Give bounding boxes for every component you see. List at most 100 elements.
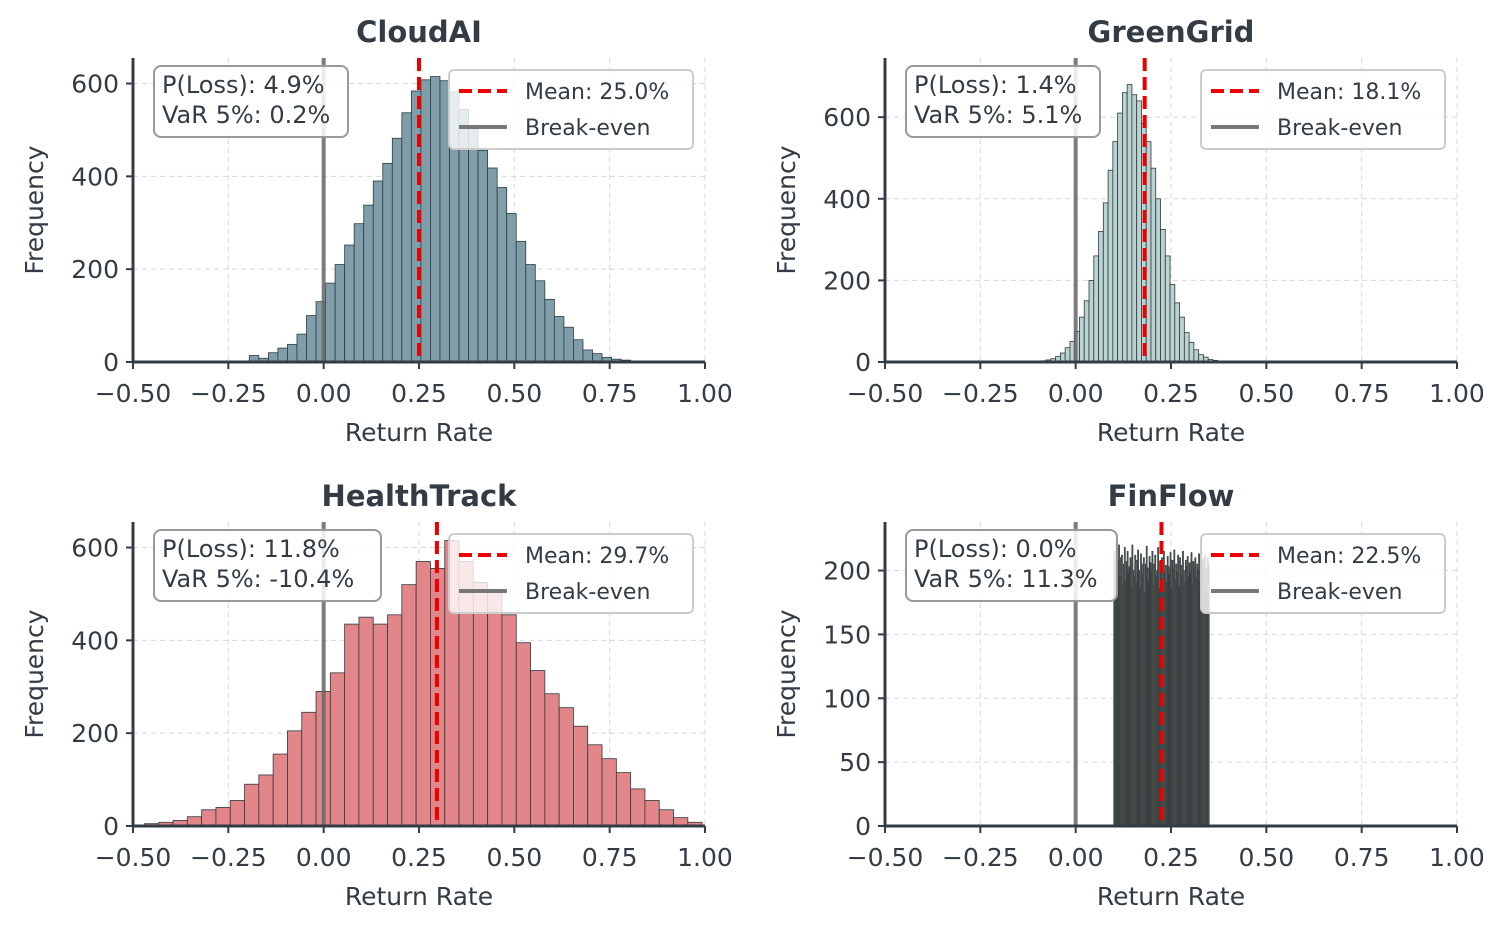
histogram-bar: [229, 800, 245, 827]
histogram-bar: [296, 333, 307, 363]
y-tick-label: 400: [71, 162, 119, 191]
y-tick-label: 400: [823, 185, 871, 214]
x-axis-label: Return Rate: [345, 882, 493, 911]
histogram-bar: [301, 711, 317, 827]
var-text: VaR 5%: 11.3%: [914, 565, 1098, 593]
stats-box-frame: [905, 529, 1118, 602]
legend-break-even-label: Break-even: [525, 116, 650, 141]
x-tick-label: 0.50: [486, 843, 542, 872]
legend: Mean: 29.7% Break-even: [448, 533, 694, 614]
x-tick-label: −0.50: [847, 843, 924, 872]
histogram-bar: [258, 774, 274, 827]
x-tick-label: 0.75: [1334, 379, 1390, 408]
histogram-bar: [515, 642, 531, 827]
x-axis-label: Return Rate: [1097, 882, 1245, 911]
x-tick-label: 1.00: [677, 843, 733, 872]
histogram-bar: [1083, 300, 1090, 363]
histogram-bar: [587, 744, 603, 827]
histogram-bar: [582, 349, 593, 363]
y-tick-label: 600: [71, 70, 119, 99]
y-tick-label: 100: [823, 684, 871, 713]
y-tick-label: 600: [71, 534, 119, 563]
histogram-bar: [534, 280, 546, 363]
chart-title: HealthTrack: [322, 479, 518, 513]
histogram-bar: [391, 137, 403, 363]
histogram-bar: [1160, 228, 1166, 363]
histogram-bar: [501, 614, 517, 827]
histogram-bar: [544, 298, 555, 363]
legend-frame: [1200, 533, 1446, 614]
x-tick-label: 0.00: [296, 843, 352, 872]
y-tick-label: 200: [71, 255, 119, 284]
y-tick-label: 400: [71, 626, 119, 655]
histogram-bar: [1155, 198, 1161, 363]
x-tick-label: 0.75: [582, 379, 638, 408]
histogram-bar: [387, 614, 403, 827]
y-axis-label: Frequency: [20, 145, 49, 274]
histogram-bar: [287, 730, 303, 827]
y-tick-label: 0: [855, 812, 871, 841]
p-loss-text: P(Loss): 11.8%: [162, 535, 340, 563]
var-text: VaR 5%: -10.4%: [162, 565, 354, 593]
subplot-finflow: −0.50 −0.25 0.00 0.25 0.50 0.75 1.00 0 50 100 150 2…: [772, 479, 1485, 911]
histogram-bar: [630, 788, 646, 827]
histogram-bar: [1102, 202, 1109, 363]
histogram-bar: [415, 561, 431, 827]
histogram-bar: [1145, 141, 1152, 363]
histogram-bar: [344, 623, 360, 827]
histogram-bar: [344, 244, 355, 363]
x-tick-label: −0.50: [95, 379, 172, 408]
subplot-healthtrack: −0.50 −0.25 0.00 0.25 0.50 0.75 1.00 0 200 400 600…: [20, 479, 733, 911]
histogram-bar: [201, 809, 217, 827]
x-tick-label: −0.25: [190, 843, 267, 872]
histogram-bar: [544, 693, 560, 827]
x-tick-label: −0.50: [95, 843, 172, 872]
histogram-bar: [1188, 342, 1195, 363]
histogram-bar: [515, 240, 527, 363]
histogram-bar: [401, 112, 412, 363]
legend-break-even-label: Break-even: [525, 580, 650, 605]
stats-box-frame: [905, 65, 1101, 138]
histogram-bar: [496, 187, 508, 363]
stats-box: P(Loss): 11.8%VaR 5%: -10.4%: [153, 529, 382, 602]
histogram-bar: [558, 707, 574, 827]
histogram-bar: [477, 149, 489, 363]
y-tick-label: 50: [839, 748, 871, 777]
x-tick-label: 1.00: [1429, 379, 1485, 408]
histogram-bar: [1183, 332, 1190, 363]
histogram-bar: [372, 623, 388, 827]
histogram-bar: [563, 326, 574, 363]
histogram-bar: [487, 167, 498, 363]
histogram-bar: [306, 315, 317, 363]
legend: Mean: 22.5% Break-even: [1200, 533, 1446, 614]
legend-frame: [448, 533, 694, 614]
histogram-bar: [277, 347, 288, 363]
histogram-bar: [506, 213, 517, 363]
legend-break-even-label: Break-even: [1277, 580, 1402, 605]
x-tick-label: 1.00: [1429, 843, 1485, 872]
histogram-bar: [1098, 231, 1104, 363]
histogram-bar: [1121, 92, 1128, 363]
x-tick-label: 0.00: [1048, 843, 1104, 872]
subplot-greengrid: −0.50 −0.25 0.00 0.25 0.50 0.75 1.00 0 200 400 600…: [772, 15, 1485, 447]
legend: Mean: 25.0% Break-even: [448, 69, 694, 150]
histogram-bar: [1131, 94, 1138, 363]
y-tick-label: 200: [823, 557, 871, 586]
histogram-bar: [1169, 284, 1176, 363]
histogram-bar: [1164, 255, 1171, 363]
histogram-bar: [525, 264, 536, 363]
histogram-bar: [472, 581, 489, 827]
legend-break-even-label: Break-even: [1277, 116, 1402, 141]
y-tick-label: 600: [823, 103, 871, 132]
legend-mean-label: Mean: 29.7%: [525, 544, 669, 569]
histogram-bar: [1126, 84, 1133, 363]
x-tick-label: 1.00: [677, 379, 733, 408]
y-tick-label: 150: [823, 620, 871, 649]
legend-frame: [448, 69, 694, 150]
var-text: VaR 5%: 0.2%: [162, 101, 330, 129]
x-tick-label: 0.75: [582, 843, 638, 872]
histogram-bar: [358, 616, 374, 827]
y-axis-label: Frequency: [20, 609, 49, 738]
histogram-bar: [430, 76, 441, 363]
